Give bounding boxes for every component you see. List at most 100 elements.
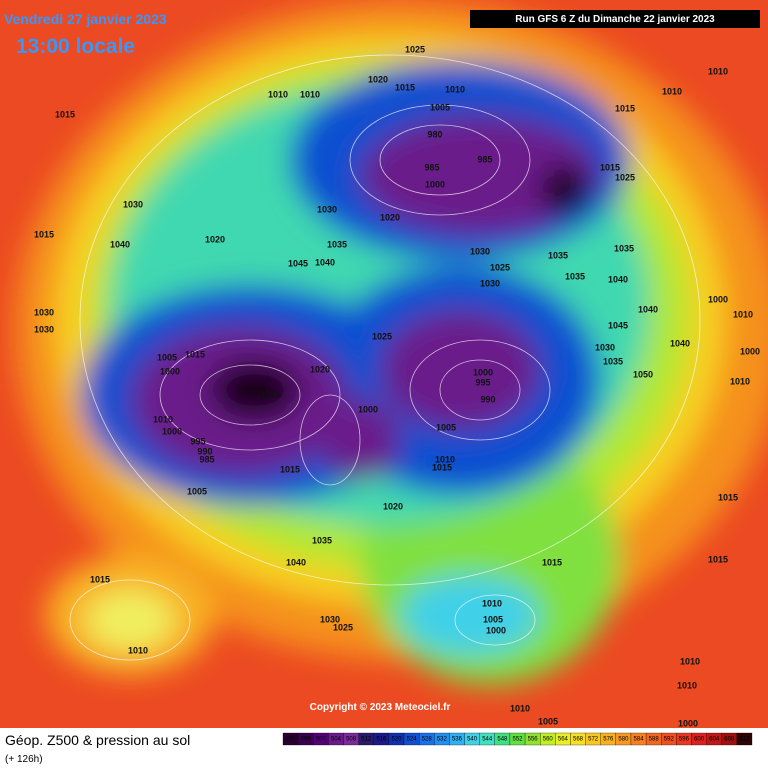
isobar-label: 1005 [538, 716, 558, 726]
isobar-label: 1010 [300, 89, 320, 99]
isobar-label: 1000 [486, 625, 506, 635]
isobar-label: 1015 [260, 389, 280, 399]
isobar-label: 995 [190, 436, 205, 446]
time: 13:00 locale [16, 35, 135, 58]
legend-label: 552 [512, 737, 523, 743]
isobar-label: 1015 [280, 464, 300, 474]
legend-label: 576 [603, 737, 614, 743]
legend-label: 504 [331, 737, 342, 743]
isobar-label: 1010 [733, 309, 753, 319]
legend-label: 600 [694, 737, 705, 743]
isobar-label: 1040 [315, 257, 335, 267]
legend-label: 536 [452, 737, 463, 743]
isobar-label: 1030 [595, 342, 615, 352]
isobar-label: 1035 [565, 271, 585, 281]
isobar-label: 1005 [430, 102, 450, 112]
isobar-label: 1015 [615, 103, 635, 113]
isobar-label: 1035 [312, 535, 332, 545]
isobar-label: 1010 [730, 376, 750, 386]
isobar-label: 1030 [34, 307, 54, 317]
isobar-label: 1025 [372, 331, 392, 341]
legend-label: 564 [558, 737, 569, 743]
run-box [470, 10, 760, 28]
isobar-label: 1045 [288, 258, 308, 268]
isobar-label: 1010 [680, 656, 700, 666]
isobar-label: 1005 [483, 614, 503, 624]
isobar-label: 1010 [708, 66, 728, 76]
isobar-label: 985 [424, 162, 439, 172]
isobar-label: 1015 [432, 462, 452, 472]
isobar-label: 1010 [268, 89, 288, 99]
isobar-label: 980 [427, 129, 442, 139]
legend-label: 544 [482, 737, 493, 743]
isobar-label: 1035 [603, 356, 623, 366]
isobar-label: 1000 [678, 718, 698, 728]
legend-label: 560 [543, 737, 554, 743]
legend-label: 528 [422, 737, 433, 743]
isobar-label: 1015 [185, 349, 205, 359]
isobar-label: 1025 [490, 262, 510, 272]
isobar-label: 1050 [633, 369, 653, 379]
isobar-label: 990 [197, 446, 212, 456]
isobar-label: 1015 [708, 554, 728, 564]
isobar-label: 1000 [473, 367, 493, 377]
legend-label: 500 [316, 737, 327, 743]
legend-label: 584 [634, 737, 645, 743]
isobar-label: 1035 [327, 239, 347, 249]
legend-label: 532 [437, 737, 448, 743]
isobar-label: 1005 [157, 352, 177, 362]
isobar-label: 1000 [160, 366, 180, 376]
isobar-label: 985 [477, 154, 492, 164]
footer-title: Géop. Z500 & pression au sol [5, 732, 190, 748]
isobar-label: 1030 [123, 199, 143, 209]
isobar-label: 1020 [368, 74, 388, 84]
isobar-label: 1030 [320, 614, 340, 624]
legend-label: 548 [497, 737, 508, 743]
legend-label: 512 [361, 737, 372, 743]
isobar-label: 985 [199, 454, 214, 464]
legend-label: 572 [588, 737, 599, 743]
footer-subtitle: (+ 126h) [5, 754, 43, 765]
isobar-label: 1010 [153, 414, 173, 424]
legend-label: 496 [301, 737, 312, 743]
legend: 492 496 500 504 508 512 516 520 524 528 532 536 540 5… [282, 732, 753, 746]
isobar-label: 1010 [677, 680, 697, 690]
run: Run GFS 6 Z du Dimanche 22 janvier 2023 [515, 14, 715, 25]
legend-label: 524 [407, 737, 418, 743]
isobar-label: 1000 [358, 404, 378, 414]
isobar-label: 1040 [286, 557, 306, 567]
isobar-label: 1025 [333, 622, 353, 632]
isobar-label: 1015 [55, 109, 75, 119]
isobar-label: 1040 [670, 338, 690, 348]
legend-label: 592 [664, 737, 675, 743]
isobar-label: 1030 [480, 278, 500, 288]
isobar-label: 1005 [436, 422, 456, 432]
isobar-label: 1015 [395, 82, 415, 92]
isobar-label: 1035 [548, 250, 568, 260]
isobar-label: 1010 [482, 598, 502, 608]
date: Vendredi 27 janvier 2023 [4, 11, 167, 27]
isobar-label: 1015 [718, 492, 738, 502]
legend-label: 568 [573, 737, 584, 743]
isobar-label: 1015 [90, 574, 110, 584]
legend-label: 588 [649, 737, 660, 743]
legend-label: 492 [286, 737, 297, 743]
isobar-label: 1035 [614, 243, 634, 253]
legend-label: 540 [467, 737, 478, 743]
isobar-label: 1015 [34, 229, 54, 239]
legend-swatch [736, 732, 753, 746]
field [0, 0, 768, 728]
isobar-label: 1020 [383, 501, 403, 511]
isobar-label: 1010 [435, 454, 455, 464]
isobar-label: 1005 [187, 486, 207, 496]
legend-label: 612 [739, 737, 750, 743]
legend-label: 520 [391, 737, 402, 743]
isobar-label: 1015 [600, 162, 620, 172]
isobar-label: 1020 [205, 234, 225, 244]
isobar-label: 1020 [380, 212, 400, 222]
isobar-label: 1045 [608, 320, 628, 330]
isobar-label: 1015 [542, 557, 562, 567]
isobar-label: 1000 [425, 179, 445, 189]
